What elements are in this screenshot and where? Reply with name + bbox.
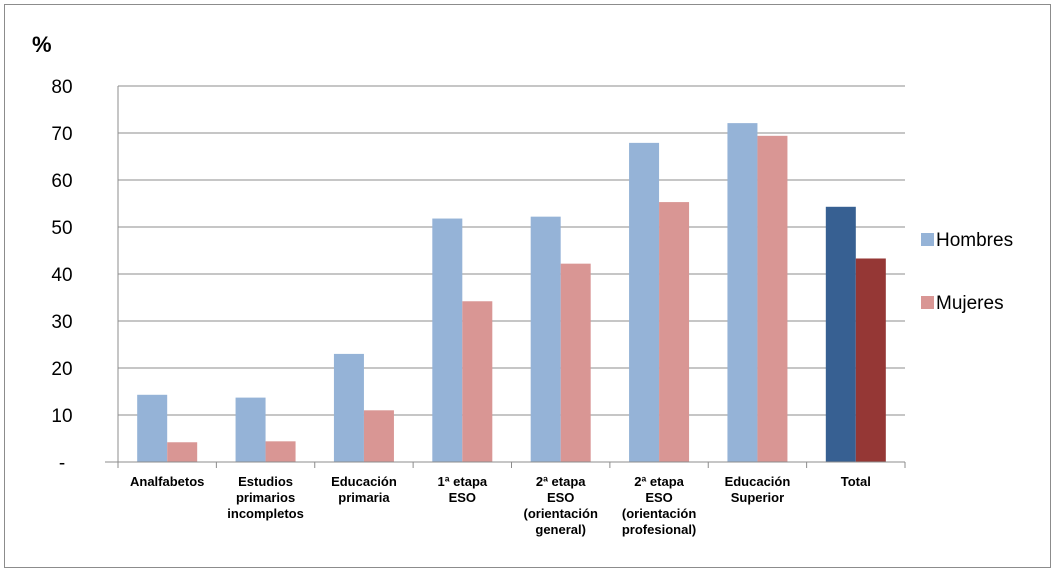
bar-mujeres [363, 410, 394, 462]
legend-swatch-mujeres [921, 296, 934, 309]
x-tick-label-line: primaria [338, 490, 390, 505]
bar-hombres [333, 353, 364, 462]
bar-mujeres [757, 135, 788, 462]
x-tick-label-line: incompletos [227, 506, 304, 521]
x-tick-label: 2ª etapa ESO (orientación profesional) [622, 474, 696, 537]
x-tick-label-line: Educación [331, 474, 397, 489]
y-tick-label: 50 [51, 218, 72, 239]
y-tick-label: 40 [51, 265, 72, 286]
x-tick-label: 2ª etapa ESO (orientación general) [523, 474, 597, 537]
bar-hombres [727, 123, 758, 462]
x-tick-label-line: 2ª etapa [536, 474, 586, 489]
x-tick-label-line: Educación [725, 474, 791, 489]
bar-hombres [235, 397, 266, 462]
y-tick-label: 60 [51, 171, 72, 192]
bar-mujeres [265, 441, 296, 462]
x-tick-label-line: general) [535, 522, 586, 537]
bar-hombres [629, 142, 660, 462]
x-tick-label-line: (orientación [523, 506, 597, 521]
y-tick-label: - [59, 453, 65, 474]
x-tick-label-line: (orientación [622, 506, 696, 521]
legend-label-hombres: Hombres [936, 230, 1013, 251]
y-axis-label: % [32, 32, 52, 57]
bar-hombres [137, 394, 168, 462]
y-tick-label: 70 [51, 124, 72, 145]
x-tick-label: Educación Superior [725, 474, 791, 505]
bar-mujeres [167, 442, 198, 462]
x-tick-label: 1ª etapa ESO [438, 474, 488, 505]
legend-swatch-hombres [921, 233, 934, 246]
bar-hombres [432, 218, 463, 462]
x-tick-label: Total [841, 474, 871, 489]
x-tick-label-line: primarios [236, 490, 295, 505]
y-tick-label: 80 [51, 77, 72, 98]
bar-mujeres [560, 263, 591, 462]
x-tick-label: Estudios primarios incompletos [227, 474, 304, 521]
x-tick-label: Educación primaria [331, 474, 397, 505]
x-tick-label-line: Superior [731, 490, 784, 505]
x-tick-label-line: ESO [645, 490, 672, 505]
bar-mujeres [659, 202, 690, 462]
bar-mujeres [855, 258, 886, 462]
bar-hombres [825, 206, 856, 462]
x-tick-label: Analfabetos [130, 474, 204, 489]
y-tick-label: 10 [51, 406, 72, 427]
bar-mujeres [462, 301, 493, 462]
x-tick-label-line: Total [841, 474, 871, 489]
x-tick-label-line: Analfabetos [130, 474, 204, 489]
x-tick-label-line: profesional) [622, 522, 696, 537]
legend-label-mujeres: Mujeres [936, 293, 1004, 314]
y-tick-label: 20 [51, 359, 72, 380]
x-tick-label-line: 1ª etapa [438, 474, 488, 489]
y-tick-label: 30 [51, 312, 72, 333]
x-tick-label-line: ESO [547, 490, 574, 505]
x-tick-label-line: Estudios [238, 474, 293, 489]
x-tick-label-line: ESO [449, 490, 476, 505]
x-tick-label-line: 2ª etapa [634, 474, 684, 489]
bar-hombres [530, 216, 561, 462]
